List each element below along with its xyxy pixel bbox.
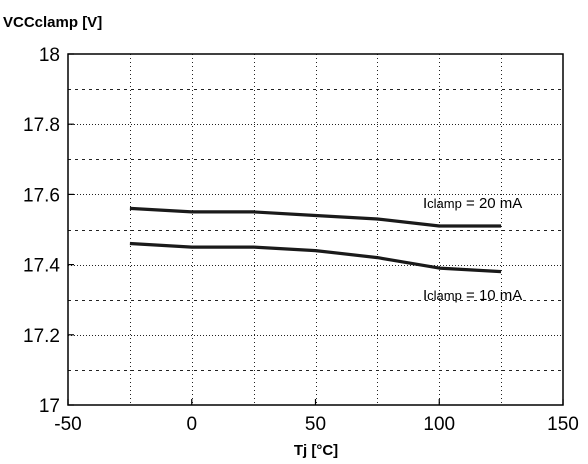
annotation-value: = 10 mA xyxy=(462,287,522,304)
annotation-symbol: I xyxy=(423,287,427,304)
x-tick-label: 50 xyxy=(305,414,326,435)
x-tick-label: 100 xyxy=(423,414,455,435)
y-tick-label: 17 xyxy=(39,396,60,417)
y-tick-label: 17.6 xyxy=(23,185,60,206)
y-tick-label: 17.2 xyxy=(23,326,60,347)
annotation-value: = 20 mA xyxy=(462,195,522,212)
tick-labels: -50 0 50 100 150 17 17.2 17.4 17.6 17.8 18 xyxy=(23,45,579,435)
y-axis-title: VCCclamp [V] xyxy=(3,14,102,31)
x-axis-title: Tj [°C] xyxy=(294,442,338,459)
annotation-label-10ma: Iclamp = 10 mA xyxy=(423,287,522,304)
plot-border xyxy=(67,53,564,406)
y-tick-label: 18 xyxy=(39,45,60,66)
series-line-20ma xyxy=(129,206,502,228)
series-lines xyxy=(129,206,502,274)
annotation-label-20ma: Iclamp = 20 mA xyxy=(423,195,522,212)
annotation-symbol: I xyxy=(423,195,427,212)
x-tick-label: -50 xyxy=(54,414,81,435)
y-tick-label: 17.4 xyxy=(23,256,60,277)
y-tick-label: 17.8 xyxy=(23,115,60,136)
annotation-subscript: clamp xyxy=(427,288,462,303)
x-tick-label: 150 xyxy=(547,414,579,435)
plot-frame xyxy=(67,53,564,406)
series-line-10ma xyxy=(129,241,502,274)
x-tick-label: 0 xyxy=(186,414,197,435)
grid-lines xyxy=(68,54,563,405)
annotation-subscript: clamp xyxy=(427,196,462,211)
